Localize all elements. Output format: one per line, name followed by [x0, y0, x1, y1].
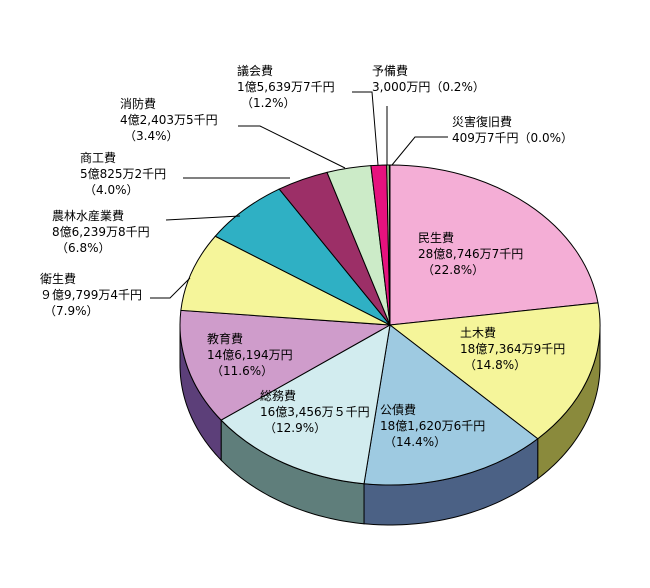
- slice-percent-5: （7.9%）: [44, 304, 99, 318]
- leader-line-8: [238, 125, 346, 169]
- leader-line-5: [150, 277, 191, 299]
- slice-amount-2: 18億1,620万6千円: [380, 419, 485, 433]
- slice-name-9: 議会費: [237, 63, 273, 78]
- slice-name-5: 衛生費: [40, 271, 76, 286]
- slice-amount-8: 4億2,403万5千円: [120, 113, 218, 127]
- slice-name-7: 商工費: [80, 150, 116, 165]
- slice-11: [388, 164, 391, 326]
- leader-line-11: [391, 136, 448, 166]
- slice-percent-4: （11.6%）: [211, 364, 273, 378]
- slice-0: [389, 164, 599, 326]
- slice-4: [179, 309, 392, 421]
- leader-line-6: [165, 215, 241, 221]
- slice-amount-11: 409万7千円（0.0%）: [452, 131, 573, 145]
- slice-percent-9: （1.2%）: [241, 96, 296, 110]
- slice-amount-10: 3,000万円（0.2%）: [372, 80, 485, 94]
- slice-2: [363, 324, 539, 486]
- slice-name-10: 予備費: [372, 63, 408, 78]
- slice-percent-7: （4.0%）: [84, 183, 139, 197]
- slice-percent-2: （14.4%）: [384, 435, 446, 449]
- slice-percent-6: （6.8%）: [56, 241, 111, 255]
- slice-name-1: 土木費: [460, 325, 496, 340]
- slice-3: [220, 324, 391, 485]
- slice-name-2: 公債費: [380, 402, 416, 417]
- slice-amount-0: 28億8,746万7千円: [418, 247, 523, 261]
- leader-lines: [150, 91, 448, 299]
- slice-name-3: 総務費: [260, 388, 296, 403]
- leader-line-9: [352, 91, 379, 166]
- slice-name-4: 教育費: [207, 331, 243, 346]
- pie-top-layer: [179, 164, 601, 486]
- slice-percent-8: （3.4%）: [124, 129, 179, 143]
- slice-amount-5: ９億9,799万4千円: [40, 288, 142, 302]
- slice-name-0: 民生費: [418, 230, 454, 245]
- slice-amount-7: 5億825万2千円: [80, 167, 166, 181]
- slice-percent-1: （14.8%）: [464, 358, 526, 372]
- slice-amount-4: 14億6,194万円: [207, 348, 293, 362]
- slice-labels: 民生費 28億8,746万7千円 （22.8%） 土木費 18億7,364万9千円 （14…: [40, 63, 573, 449]
- slice-amount-9: 1億5,639万7千円: [237, 80, 335, 94]
- slice-percent-3: （12.9%）: [264, 421, 326, 435]
- slice-amount-3: 16億3,456万５千円: [260, 405, 370, 419]
- slice-5: [180, 235, 391, 326]
- slice-1: [388, 302, 601, 440]
- slice-amount-1: 18億7,364万9千円: [460, 342, 565, 356]
- slice-name-11: 災害復旧費: [452, 114, 512, 129]
- slice-name-8: 消防費: [120, 96, 156, 111]
- slice-amount-6: 8億6,239万8千円: [52, 225, 150, 239]
- slice-name-6: 農林水産業費: [52, 208, 124, 223]
- slice-percent-0: （22.8%）: [422, 263, 484, 277]
